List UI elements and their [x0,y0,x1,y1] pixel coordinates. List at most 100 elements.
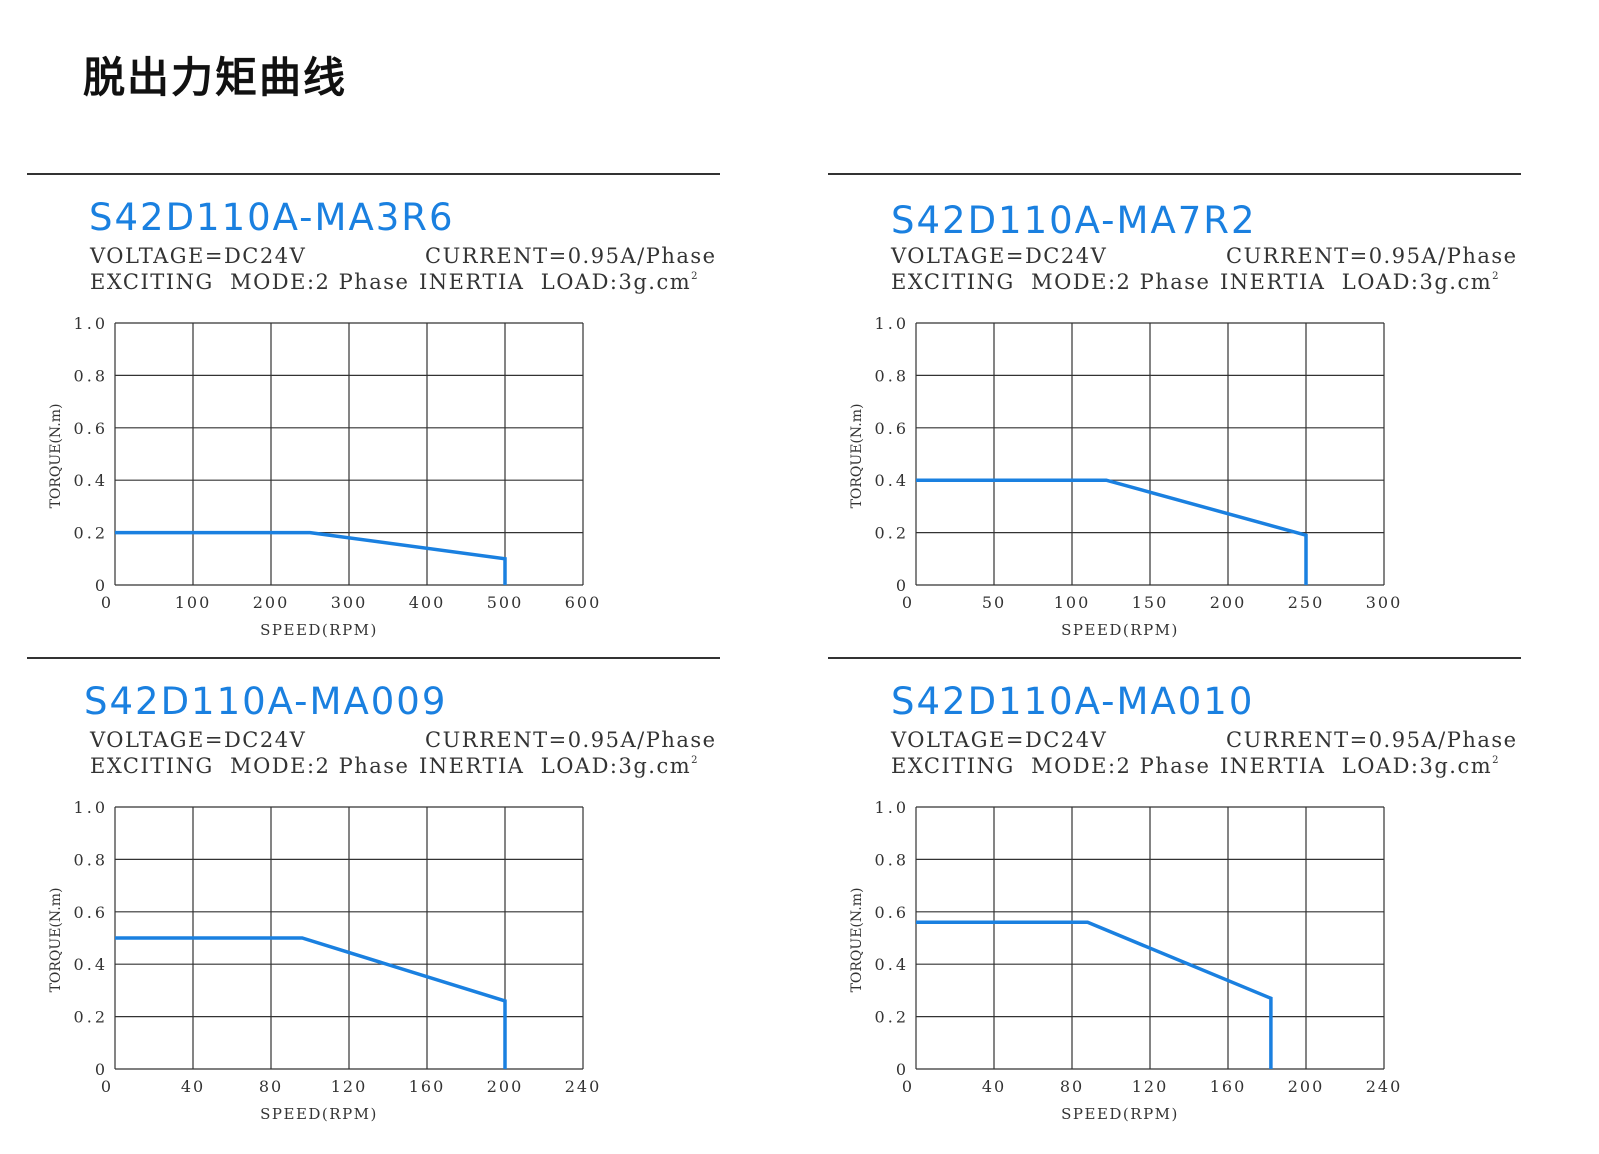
torque-curve [115,530,507,585]
inertia-text: INERTIA LOAD:3g.cm [419,270,692,294]
inertia-superscript: 2 [1492,755,1499,766]
current-spec: CURRENT=0.95A/Phase [1226,728,1518,752]
inertia-text: INERTIA LOAD:3g.cm [419,754,692,778]
x-axis-label: SPEED(RPM) [260,1105,378,1123]
divider-top-left [27,173,720,175]
x-tick-label: 0 [902,593,914,612]
y-tick-label: 0.4 [875,471,909,490]
model-title: S42D110A-MA009 [84,680,448,723]
x-axis-label: SPEED(RPM) [1061,1105,1179,1123]
x-tick-label: 160 [409,1077,446,1096]
y-tick-label: 0.2 [875,524,909,543]
x-tick-label: 40 [181,1077,205,1096]
x-tick-label: 600 [565,593,602,612]
divider-top-right [828,173,1521,175]
torque-chart: 0 50 100 150 200 250 300 0 0.2 0.4 0.6 0.8 1.0 SPEED(… [849,314,1403,639]
inertia-spec: INERTIA LOAD:3g.cm2 [419,270,698,294]
torque-chart: 0 40 80 120 160 200 240 0 0.2 0.4 0.6 0.8 1.0 SPEED(R… [849,798,1403,1123]
y-tick-label: 0.8 [74,366,108,385]
x-tick-label: 120 [331,1077,368,1096]
y-tick-label: 0 [95,576,108,595]
x-tick-label: 150 [1132,593,1169,612]
mode-spec: EXCITING MODE:2 Phase [90,270,410,294]
x-tick-label: 240 [1366,1077,1403,1096]
x-axis-label: SPEED(RPM) [1061,621,1179,639]
torque-chart: 0 100 200 300 400 500 600 0 0.2 0.4 0.6 0.8 1.0 SPEED… [48,314,602,639]
mode-spec: EXCITING MODE:2 Phase [891,270,1211,294]
x-tick-label: 0 [902,1077,914,1096]
y-axis-label: TORQUE(N.m) [849,888,865,993]
mode-spec: EXCITING MODE:2 Phase [891,754,1211,778]
x-tick-label: 0 [101,1077,113,1096]
model-title: S42D110A-MA7R2 [891,199,1257,242]
y-tick-label: 1.0 [74,314,108,333]
y-tick-label: 0 [896,576,909,595]
x-tick-label: 50 [982,593,1006,612]
chart-panel-ma3r6: S42D110A-MA3R6 VOLTAGE=DC24V CURRENT=0.9… [40,196,740,656]
inertia-superscript: 2 [691,755,698,766]
inertia-text: INERTIA LOAD:3g.cm [1220,270,1493,294]
voltage-spec: VOLTAGE=DC24V [90,728,307,752]
y-tick-label: 0.2 [875,1008,909,1027]
chart-panel-ma009: S42D110A-MA009 VOLTAGE=DC24V CURRENT=0.9… [40,680,740,1140]
x-tick-label: 200 [1288,1077,1325,1096]
y-tick-label: 0.8 [74,850,108,869]
y-tick-label: 0 [896,1060,909,1079]
y-tick-label: 1.0 [74,798,108,817]
y-tick-label: 1.0 [875,314,909,333]
x-tick-label: 80 [259,1077,283,1096]
mode-spec: EXCITING MODE:2 Phase [90,754,410,778]
y-tick-label: 0.6 [74,903,108,922]
voltage-spec: VOLTAGE=DC24V [90,244,307,268]
chart-panel-ma7r2: S42D110A-MA7R2 VOLTAGE=DC24V CURRENT=0.9… [841,196,1541,656]
inertia-spec: INERTIA LOAD:3g.cm2 [419,754,698,778]
y-tick-label: 0.6 [875,903,909,922]
y-tick-label: 0.2 [74,524,108,543]
y-tick-label: 0.6 [74,419,108,438]
y-tick-label: 0.2 [74,1008,108,1027]
torque-chart: 0 40 80 120 160 200 240 0 0.2 0.4 0.6 0.8 1.0 SPEED(R… [48,798,602,1123]
voltage-spec: VOLTAGE=DC24V [891,244,1108,268]
model-title: S42D110A-MA010 [891,680,1255,723]
y-tick-label: 0.8 [875,850,909,869]
x-tick-label: 500 [487,593,524,612]
inertia-spec: INERTIA LOAD:3g.cm2 [1220,754,1499,778]
current-spec: CURRENT=0.95A/Phase [425,244,717,268]
y-tick-label: 0 [95,1060,108,1079]
current-spec: CURRENT=0.95A/Phase [1226,244,1518,268]
x-tick-label: 160 [1210,1077,1247,1096]
x-tick-label: 80 [1060,1077,1084,1096]
x-tick-label: 400 [409,593,446,612]
y-tick-label: 0.4 [875,955,909,974]
x-tick-label: 250 [1288,593,1325,612]
x-tick-label: 300 [1366,593,1403,612]
y-tick-label: 0.4 [74,471,108,490]
inertia-superscript: 2 [691,271,698,282]
current-spec: CURRENT=0.95A/Phase [425,728,717,752]
divider-middle-left [27,657,720,659]
x-axis-label: SPEED(RPM) [260,621,378,639]
x-tick-label: 200 [487,1077,524,1096]
x-tick-label: 300 [331,593,368,612]
x-tick-label: 240 [565,1077,602,1096]
x-tick-label: 200 [253,593,290,612]
y-tick-label: 1.0 [875,798,909,817]
chart-panel-ma010: S42D110A-MA010 VOLTAGE=DC24V CURRENT=0.9… [841,680,1541,1140]
x-tick-label: 200 [1210,593,1247,612]
inertia-superscript: 2 [1492,271,1499,282]
y-tick-label: 0.6 [875,419,909,438]
x-tick-label: 120 [1132,1077,1169,1096]
page-title: 脱出力矩曲线 [83,53,348,102]
torque-curve [916,920,1273,1069]
y-axis-label: TORQUE(N.m) [48,404,64,509]
model-title: S42D110A-MA3R6 [89,196,455,239]
inertia-spec: INERTIA LOAD:3g.cm2 [1220,270,1499,294]
torque-curve [916,478,1308,585]
x-tick-label: 40 [982,1077,1006,1096]
inertia-text: INERTIA LOAD:3g.cm [1220,754,1493,778]
x-tick-label: 100 [175,593,212,612]
y-tick-label: 0.8 [875,366,909,385]
voltage-spec: VOLTAGE=DC24V [891,728,1108,752]
y-axis-label: TORQUE(N.m) [849,404,865,509]
y-tick-label: 0.4 [74,955,108,974]
